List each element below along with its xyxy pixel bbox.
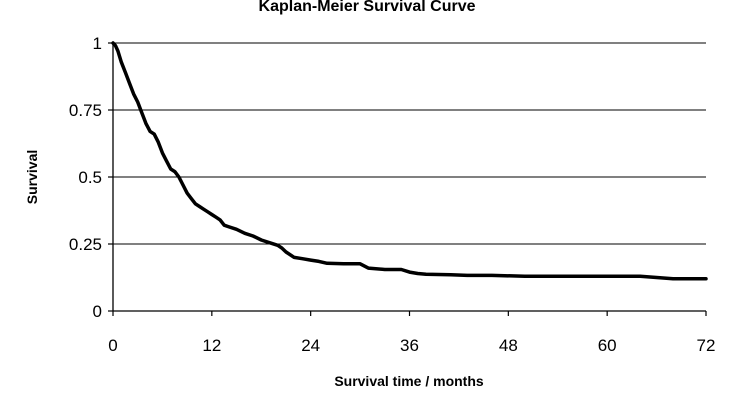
x-tick-label: 72 <box>697 336 716 355</box>
x-tick-label: 60 <box>598 336 617 355</box>
y-tick-label: 0.25 <box>69 235 102 254</box>
x-axis-label: Survival time / months <box>334 373 484 389</box>
x-tick-label: 12 <box>202 336 221 355</box>
y-axis-ticks: 1 0.75 0.5 0.25 0 <box>69 34 113 321</box>
x-tick-label: 48 <box>499 336 518 355</box>
x-axis-ticks: 0 12 24 36 48 60 72 <box>108 311 715 355</box>
y-tick-label: 0 <box>93 302 102 321</box>
x-tick-label: 24 <box>301 336 320 355</box>
y-tick-label: 1 <box>93 34 102 53</box>
series-line-survival <box>111 41 708 281</box>
y-axis-label: Survival <box>24 150 40 204</box>
x-tick-label: 36 <box>400 336 419 355</box>
chart-title: Kaplan-Meier Survival Curve <box>259 0 476 15</box>
y-tick-label: 0.5 <box>78 168 102 187</box>
gridlines <box>113 42 706 245</box>
x-tick-label: 0 <box>108 336 117 355</box>
y-tick-label: 0.75 <box>69 101 102 120</box>
